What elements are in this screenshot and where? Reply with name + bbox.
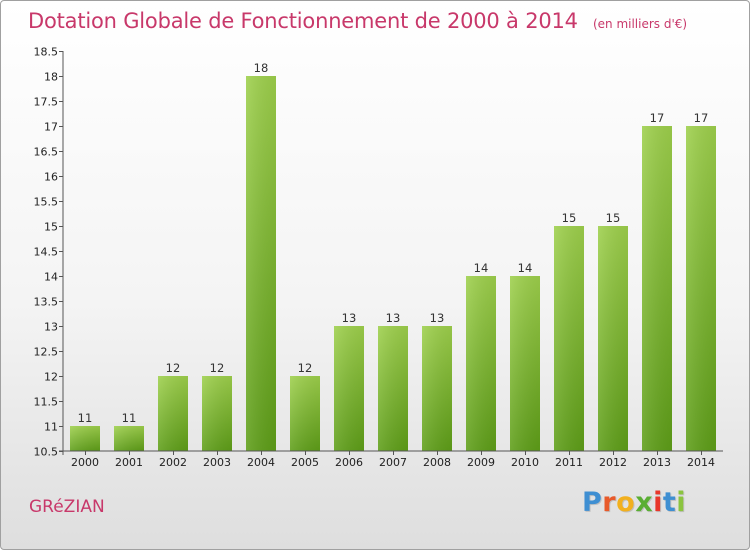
bar-shade	[554, 226, 584, 451]
logo-letter: i	[676, 487, 687, 518]
bar-value-label: 13	[430, 311, 445, 325]
chart-title: Dotation Globale de Fonctionnement de 20…	[28, 9, 687, 33]
bar-shade	[378, 326, 408, 451]
x-tick-label: 2006	[335, 456, 363, 469]
y-tick-label: 16.5	[34, 146, 59, 159]
logo-letter: t	[662, 487, 677, 518]
bar-shade	[466, 276, 496, 451]
y-tick-label: 17.5	[34, 96, 59, 109]
y-tick-label: 12	[44, 371, 58, 384]
x-axis: 2000 2001 2002 2003 2004 2005 2006 2007 2008 2009…	[59, 450, 723, 469]
x-tick-label: 2013	[643, 456, 671, 469]
logo-letter: o	[616, 487, 636, 518]
x-tick-label: 2011	[555, 456, 583, 469]
bar-shade	[290, 376, 320, 451]
x-tick-label: 2004	[247, 456, 275, 469]
bar-value-label: 12	[298, 361, 313, 375]
y-tick-label: 12.5	[34, 346, 59, 359]
y-tick-label: 10.5	[34, 446, 59, 459]
x-tick-label: 2010	[511, 456, 539, 469]
y-tick-label: 13	[44, 321, 58, 334]
bars: 11 11 12 12 18 12 13 13 13 14 14 15 15 17 17	[70, 61, 716, 451]
y-tick-label: 15	[44, 221, 58, 234]
x-tick-label: 2002	[159, 456, 187, 469]
bar-shade	[158, 376, 188, 451]
bar-value-label: 13	[342, 311, 357, 325]
bar-shade	[246, 76, 276, 451]
logo-letter: r	[602, 487, 617, 518]
x-tick-label: 2007	[379, 456, 407, 469]
x-tick-label: 2003	[203, 456, 231, 469]
logo-letter: x	[635, 487, 654, 518]
bar-shade	[686, 126, 716, 451]
x-tick-label: 2000	[71, 456, 99, 469]
y-tick-label: 14	[44, 271, 58, 284]
y-tick-label: 17	[44, 121, 58, 134]
bar-value-label: 13	[386, 311, 401, 325]
x-tick-label: 2001	[115, 456, 143, 469]
bar-value-label: 18	[254, 61, 269, 75]
bar-value-label: 17	[694, 111, 709, 125]
logo-letter: i	[653, 487, 663, 518]
bar-value-label: 12	[166, 361, 181, 375]
bar-value-label: 11	[122, 411, 137, 425]
bar-shade	[510, 276, 540, 451]
bar-value-label: 14	[474, 261, 489, 275]
bar-value-label: 11	[78, 411, 93, 425]
chart-unit: (en milliers d'€)	[592, 17, 688, 31]
bar-shade	[334, 326, 364, 451]
chart-title-text: Dotation Globale de Fonctionnement de 20…	[28, 9, 578, 33]
bar-shade	[422, 326, 452, 451]
x-tick-label: 2005	[291, 456, 319, 469]
y-tick-label: 16	[44, 171, 58, 184]
y-tick-label: 14.5	[34, 246, 59, 259]
proxiti-logo: Proxiti	[582, 487, 686, 518]
x-tick-label: 2014	[687, 456, 715, 469]
bar-shade	[114, 426, 144, 451]
bar-value-label: 15	[606, 211, 621, 225]
bar-value-label: 12	[210, 361, 225, 375]
y-tick-label: 11.5	[34, 396, 59, 409]
bar-value-label: 14	[518, 261, 533, 275]
logo-letter: P	[582, 487, 603, 518]
y-tick-label: 18.5	[34, 46, 59, 59]
bar-shade	[598, 226, 628, 451]
bar-shade	[642, 126, 672, 451]
y-tick-label: 18	[44, 71, 58, 84]
bar-shade	[202, 376, 232, 451]
y-axis: 10.5 11 11.5 12 12.5 13 13.5 14 14.5 15 15.5 16 16.5…	[34, 46, 64, 459]
bar-value-label: 15	[562, 211, 577, 225]
bar-shade	[70, 426, 100, 451]
x-tick-label: 2009	[467, 456, 495, 469]
x-tick-label: 2012	[599, 456, 627, 469]
commune-name: GRéZIAN	[29, 497, 105, 517]
y-tick-label: 15.5	[34, 196, 59, 209]
y-tick-label: 11	[44, 421, 58, 434]
y-tick-label: 13.5	[34, 296, 59, 309]
bar-value-label: 17	[650, 111, 665, 125]
x-tick-label: 2008	[423, 456, 451, 469]
